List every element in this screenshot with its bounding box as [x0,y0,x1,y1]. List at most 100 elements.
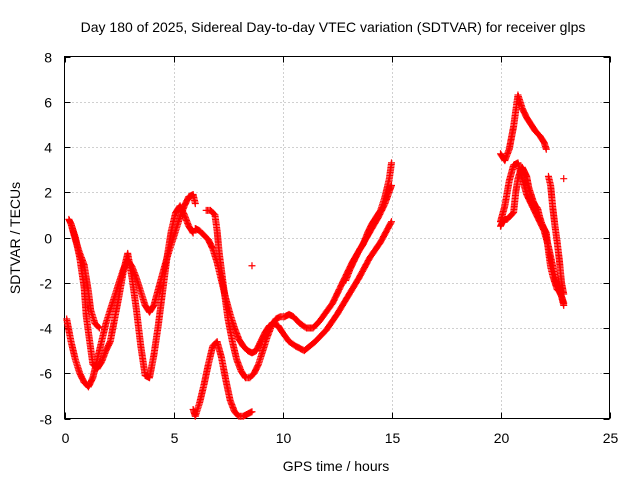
data-point-run [501,178,513,210]
x-tick-labels: 0 5 10 15 20 25 [62,430,619,446]
data-point-run [80,283,90,319]
y-tick-label: -2 [40,276,53,292]
data-point-run [150,323,162,359]
data-point-run [523,114,534,127]
data-point-run [279,329,292,344]
data-point-run [250,361,262,377]
data-point-run [289,313,303,326]
data-point-run [257,330,268,346]
y-tick-label: -6 [40,366,53,382]
data-point-run [377,219,395,246]
data-point-run [507,210,516,219]
data-point-run [217,353,230,383]
data-point-run [344,276,362,300]
data-point-run [329,287,343,307]
data-point-run [150,287,162,309]
x-tick-label: 10 [276,430,292,446]
data-point-run [553,238,563,263]
data-point-run [322,312,340,334]
data-point-run [215,249,227,290]
data-point [388,218,395,226]
data-point-run [128,274,140,312]
data-point-run [274,322,286,335]
data-point-run [67,338,79,362]
data-point-run [167,210,179,235]
data-point-run [355,241,366,255]
y-axis-label: SDTVAR / TECUs [7,182,23,294]
data-point-run [549,204,559,229]
data-point-run [93,359,105,373]
data-point-run [200,362,212,389]
data-point-run [196,382,208,407]
data-point [542,145,550,153]
data-point-run [137,342,149,378]
data-point-run [213,338,225,360]
x-axis-label: GPS time / hours [283,458,390,474]
grid [64,56,610,419]
series-track-k [544,172,568,298]
data-point-run [518,105,530,120]
data-point [189,229,197,237]
data-point-run [132,306,145,349]
data-point [248,408,256,416]
x-tick-label: 0 [62,430,70,446]
data-point-run [180,194,192,210]
x-tick-label: 20 [494,430,510,446]
series-track-j [497,163,568,309]
series-track-c [67,220,103,332]
data-point [560,290,568,298]
data-point-run [84,329,97,367]
data-point [388,159,395,167]
series-outlier [248,262,256,270]
x-tick-label: 5 [171,430,179,446]
data-point-run [536,132,547,145]
data-point-run [163,228,175,262]
data-point-run [350,248,362,264]
chart-title: Day 180 of 2025, Sidereal Day-to-day VTE… [81,19,586,35]
data-point-run [366,239,384,262]
data-point-run [231,408,242,419]
data-point-run [551,222,561,244]
y-tick-labels: -8 -6 -4 -2 0 2 4 6 8 [40,50,53,428]
y-tick-label: 4 [44,140,52,156]
y-tick-label: 0 [44,231,52,247]
data-point-run [93,339,105,364]
data-point [248,262,256,270]
data-point-run [252,339,264,355]
data-point [560,301,568,309]
data-point-run [296,319,309,331]
data-point-run [204,236,216,252]
data-point-run [518,175,530,197]
data-point-run [505,212,514,221]
y-tick-label: -8 [40,412,53,428]
y-tick-label: 8 [44,50,52,66]
data-point-run [204,344,216,368]
plot-frame [64,56,610,419]
data-point-run [381,176,393,201]
data-point-run [220,283,232,321]
data-marks [63,91,568,420]
data-point-run [285,338,298,349]
data-point-run [316,309,329,325]
data-point-run [322,300,336,316]
y-tick-label: 2 [44,185,52,201]
series-track-l [560,175,568,183]
data-point-run [499,217,508,226]
series-track-f [202,181,395,382]
data-point [191,200,199,208]
data-point-run [372,207,384,221]
data-point-run [91,319,102,331]
data-point-run [300,339,318,355]
data-point-run [368,214,380,228]
data-point-run [503,214,512,223]
data-point-run [346,257,358,273]
data-point-run [185,222,196,236]
data-point-run [355,255,373,282]
data-point-run [211,211,221,233]
data-point-run [159,255,171,296]
data-point-run [84,375,96,391]
data-point-run [154,289,166,330]
data-point-run [67,220,79,242]
data-point-run [200,231,211,243]
